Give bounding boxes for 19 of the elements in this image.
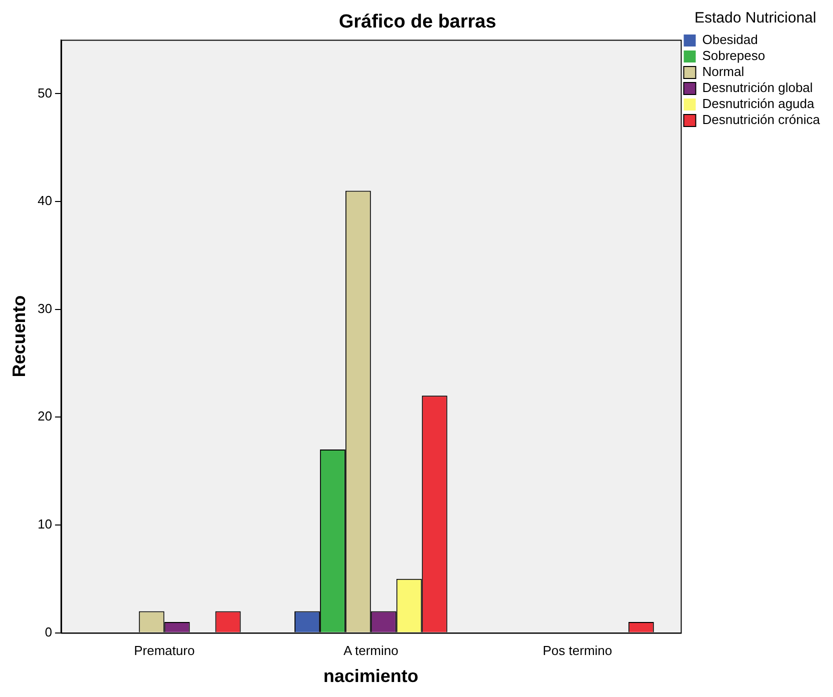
x-tick-label: Pos termino [542,643,612,658]
x-axis-title: nacimiento [323,666,418,686]
y-tick-label: 20 [38,408,52,424]
y-axis-title: Recuento [8,295,29,378]
x-tick-label: A termino [343,643,398,658]
y-tick-label: 50 [38,85,52,100]
legend-title: Estado Nutricional [694,10,816,27]
chart-title: Gráfico de barras [338,12,496,33]
legend-label: Obesidad [702,32,758,48]
legend-label: Desnutrición global [702,80,813,96]
y-tick-label: 10 [38,516,52,532]
y-tick-label: 0 [44,624,52,640]
legend-label: Desnutrición aguda [702,96,816,112]
x-tick-label: Prematuro [134,643,195,658]
legend-label: Desnutrición crónica [702,112,821,128]
legend-label: Normal [702,64,744,80]
y-tick-label: 40 [38,193,52,208]
y-tick-label: 30 [38,300,52,316]
legend-label: Sobrepeso [702,48,766,64]
